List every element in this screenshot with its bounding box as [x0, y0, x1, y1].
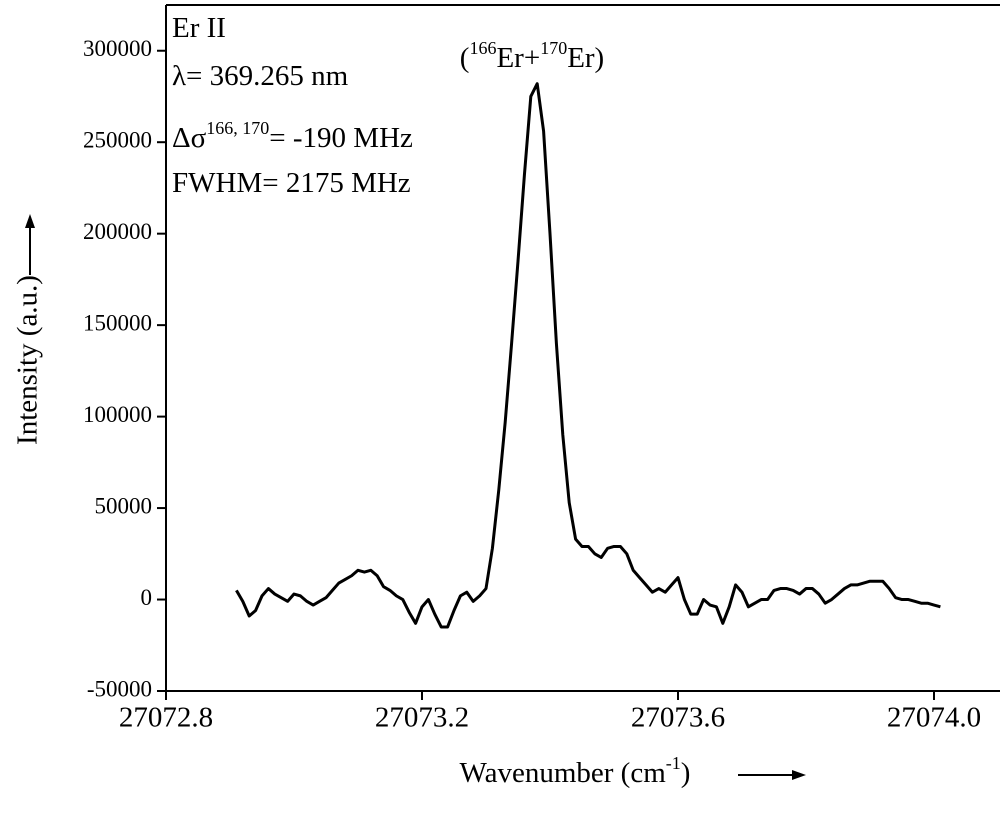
peak-label-part: 166	[469, 38, 496, 58]
x-tick-label: 27072.8	[119, 702, 213, 734]
peak-label-part: (	[460, 42, 470, 74]
x-axis-label: Wavenumber (cm-1)	[460, 753, 691, 789]
y-tick-label: 250000	[83, 127, 152, 152]
y-tick-label: 50000	[95, 493, 153, 518]
y-arrow-head	[25, 214, 35, 228]
peak-label-part: 170	[540, 38, 567, 58]
y-tick-label: 200000	[83, 219, 152, 244]
annotation-part: FWHM= 2175 MHz	[172, 167, 411, 199]
annotation-part: Δσ	[172, 122, 207, 154]
annotation: λ= 369.265 nm	[172, 60, 349, 92]
annotation: Δσ166, 170= -190 MHz	[172, 118, 413, 154]
y-tick-label: 0	[141, 585, 153, 610]
peak-label-part: Er+	[496, 42, 540, 74]
x-axis-label-part: )	[681, 757, 691, 789]
annotation: Er II	[172, 12, 226, 44]
x-tick-label: 27074.0	[887, 702, 981, 734]
y-tick-label: -50000	[87, 676, 152, 701]
peak-label-part: Er)	[567, 42, 604, 74]
annotation-part: Er II	[172, 12, 226, 44]
x-axis-label-part: Wavenumber (cm	[460, 757, 667, 789]
y-tick-label: 150000	[83, 310, 152, 335]
y-tick-label: 300000	[83, 36, 152, 61]
x-tick-label: 27073.2	[375, 702, 469, 734]
annotation-part: = -190 MHz	[269, 122, 413, 154]
peak-label: (166Er+170Er)	[460, 38, 604, 74]
data-line	[235, 82, 941, 629]
x-arrow-head	[792, 770, 806, 780]
annotation: FWHM= 2175 MHz	[172, 167, 411, 199]
y-axis-label: Intensity (a.u.)	[12, 275, 44, 445]
annotation-part: 166, 170	[206, 118, 269, 138]
x-tick-label: 27073.6	[631, 702, 725, 734]
y-tick-label: 100000	[83, 402, 152, 427]
x-axis-label-part: -1	[666, 753, 681, 773]
annotation-part: λ= 369.265 nm	[172, 60, 349, 92]
